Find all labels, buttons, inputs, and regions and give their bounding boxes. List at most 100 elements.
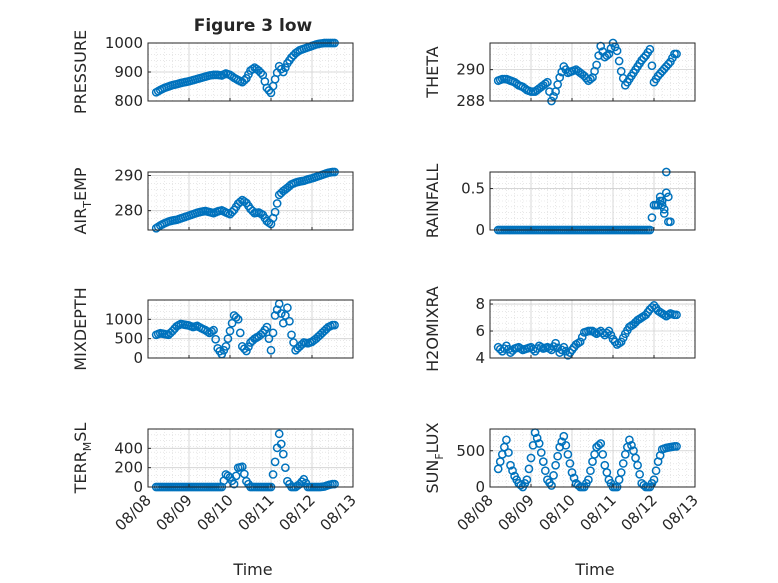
data-point — [283, 303, 292, 313]
data-point — [555, 73, 565, 82]
x-tick-label: 08/11 — [235, 491, 278, 534]
y-tick-label: 800 — [114, 92, 143, 110]
y-tick-label: 290 — [114, 167, 143, 185]
data-point — [270, 457, 280, 467]
data-point — [330, 479, 339, 489]
data-point — [240, 75, 249, 85]
data-point — [270, 207, 280, 217]
axes-box — [489, 428, 696, 488]
y-tick-label: 1000 — [105, 310, 143, 328]
data-point — [639, 53, 649, 63]
data-point — [672, 310, 681, 320]
x-axis-label-left: Time — [232, 560, 272, 579]
data-point — [227, 318, 237, 328]
x-tick-label: 08/09 — [495, 491, 538, 534]
data-point — [618, 459, 628, 468]
data-point — [235, 328, 245, 338]
x-tick-label: 08/09 — [153, 491, 196, 534]
y-tick-label: 0 — [475, 221, 485, 239]
data-point — [635, 469, 645, 479]
data-point — [543, 77, 552, 87]
data-point — [616, 468, 626, 477]
data-point — [649, 475, 659, 485]
data-point — [661, 188, 671, 198]
data-point — [645, 44, 655, 54]
data-point — [276, 439, 286, 449]
data-point — [508, 466, 517, 476]
data-point — [553, 451, 563, 461]
data-point — [664, 192, 673, 202]
data-point — [659, 209, 669, 218]
data-point — [268, 470, 278, 479]
data-point — [541, 79, 550, 89]
subplot-6: 4 6 8 H2OMIXRA — [423, 286, 696, 372]
data-point — [272, 199, 282, 208]
x-axis-label-right: Time — [574, 560, 614, 579]
data-point — [577, 332, 587, 342]
data-point — [602, 51, 612, 60]
subplot-2: 288 290 THETA — [423, 38, 696, 110]
data-point — [567, 468, 577, 477]
data-point — [596, 439, 606, 448]
data-point — [553, 343, 563, 353]
data-point — [256, 68, 266, 78]
y-tick-label: 290 — [456, 61, 485, 79]
y-tick-label: 1000 — [105, 34, 143, 52]
data-point — [209, 325, 218, 335]
data-point — [532, 433, 542, 443]
data-point — [274, 429, 284, 439]
data-point — [240, 344, 249, 354]
data-point — [627, 440, 636, 450]
data-point — [281, 311, 290, 320]
figure-title: Figure 3 low — [194, 16, 313, 36]
y-axis-label: THETA — [423, 46, 442, 98]
data-point — [225, 326, 235, 336]
y-axis-label: AIRTEMP — [71, 167, 94, 234]
data-point — [526, 453, 536, 463]
y-axis-label: PRESSURE — [71, 30, 90, 114]
data-point — [297, 477, 307, 487]
data-point — [223, 334, 233, 344]
data-point — [524, 464, 534, 474]
data-point — [565, 459, 575, 468]
x-tick-label: 08/12 — [276, 491, 319, 534]
y-tick-label: 0 — [133, 478, 143, 496]
data-point — [575, 337, 585, 347]
data-point — [536, 448, 546, 457]
data-point — [647, 61, 657, 71]
data-point — [266, 345, 276, 355]
subplot-1: 800 900 1000 PRESSURE — [71, 30, 354, 114]
axes-box — [147, 428, 354, 488]
data-point — [248, 206, 257, 216]
y-axis-label: H2OMIXRA — [423, 286, 442, 372]
data-point — [534, 439, 544, 448]
data-point — [559, 431, 569, 441]
data-point — [561, 440, 571, 450]
x-tick-label: 08/08 — [454, 491, 497, 534]
data-point — [276, 309, 286, 318]
data-point — [231, 313, 241, 322]
data-point — [330, 320, 339, 330]
data-point — [268, 328, 278, 338]
x-tick-label: 08/08 — [112, 491, 155, 534]
data-point — [584, 475, 593, 485]
data-point — [594, 440, 604, 450]
y-axis-label: RAINFALL — [423, 164, 442, 239]
data-point — [569, 473, 579, 483]
data-point — [651, 466, 661, 476]
data-point — [522, 475, 532, 485]
data-point — [604, 49, 614, 59]
data-point — [541, 466, 550, 476]
y-tick-label: 280 — [114, 202, 143, 220]
data-point — [598, 450, 608, 459]
data-point — [666, 217, 675, 227]
subplot-3: 280 290 AIRTEMP — [71, 167, 354, 235]
data-point — [612, 46, 622, 56]
data-point — [592, 60, 601, 70]
y-tick-label: 0 — [133, 349, 143, 367]
axes-box — [147, 171, 354, 231]
data-point — [278, 67, 288, 77]
data-point — [551, 338, 560, 348]
